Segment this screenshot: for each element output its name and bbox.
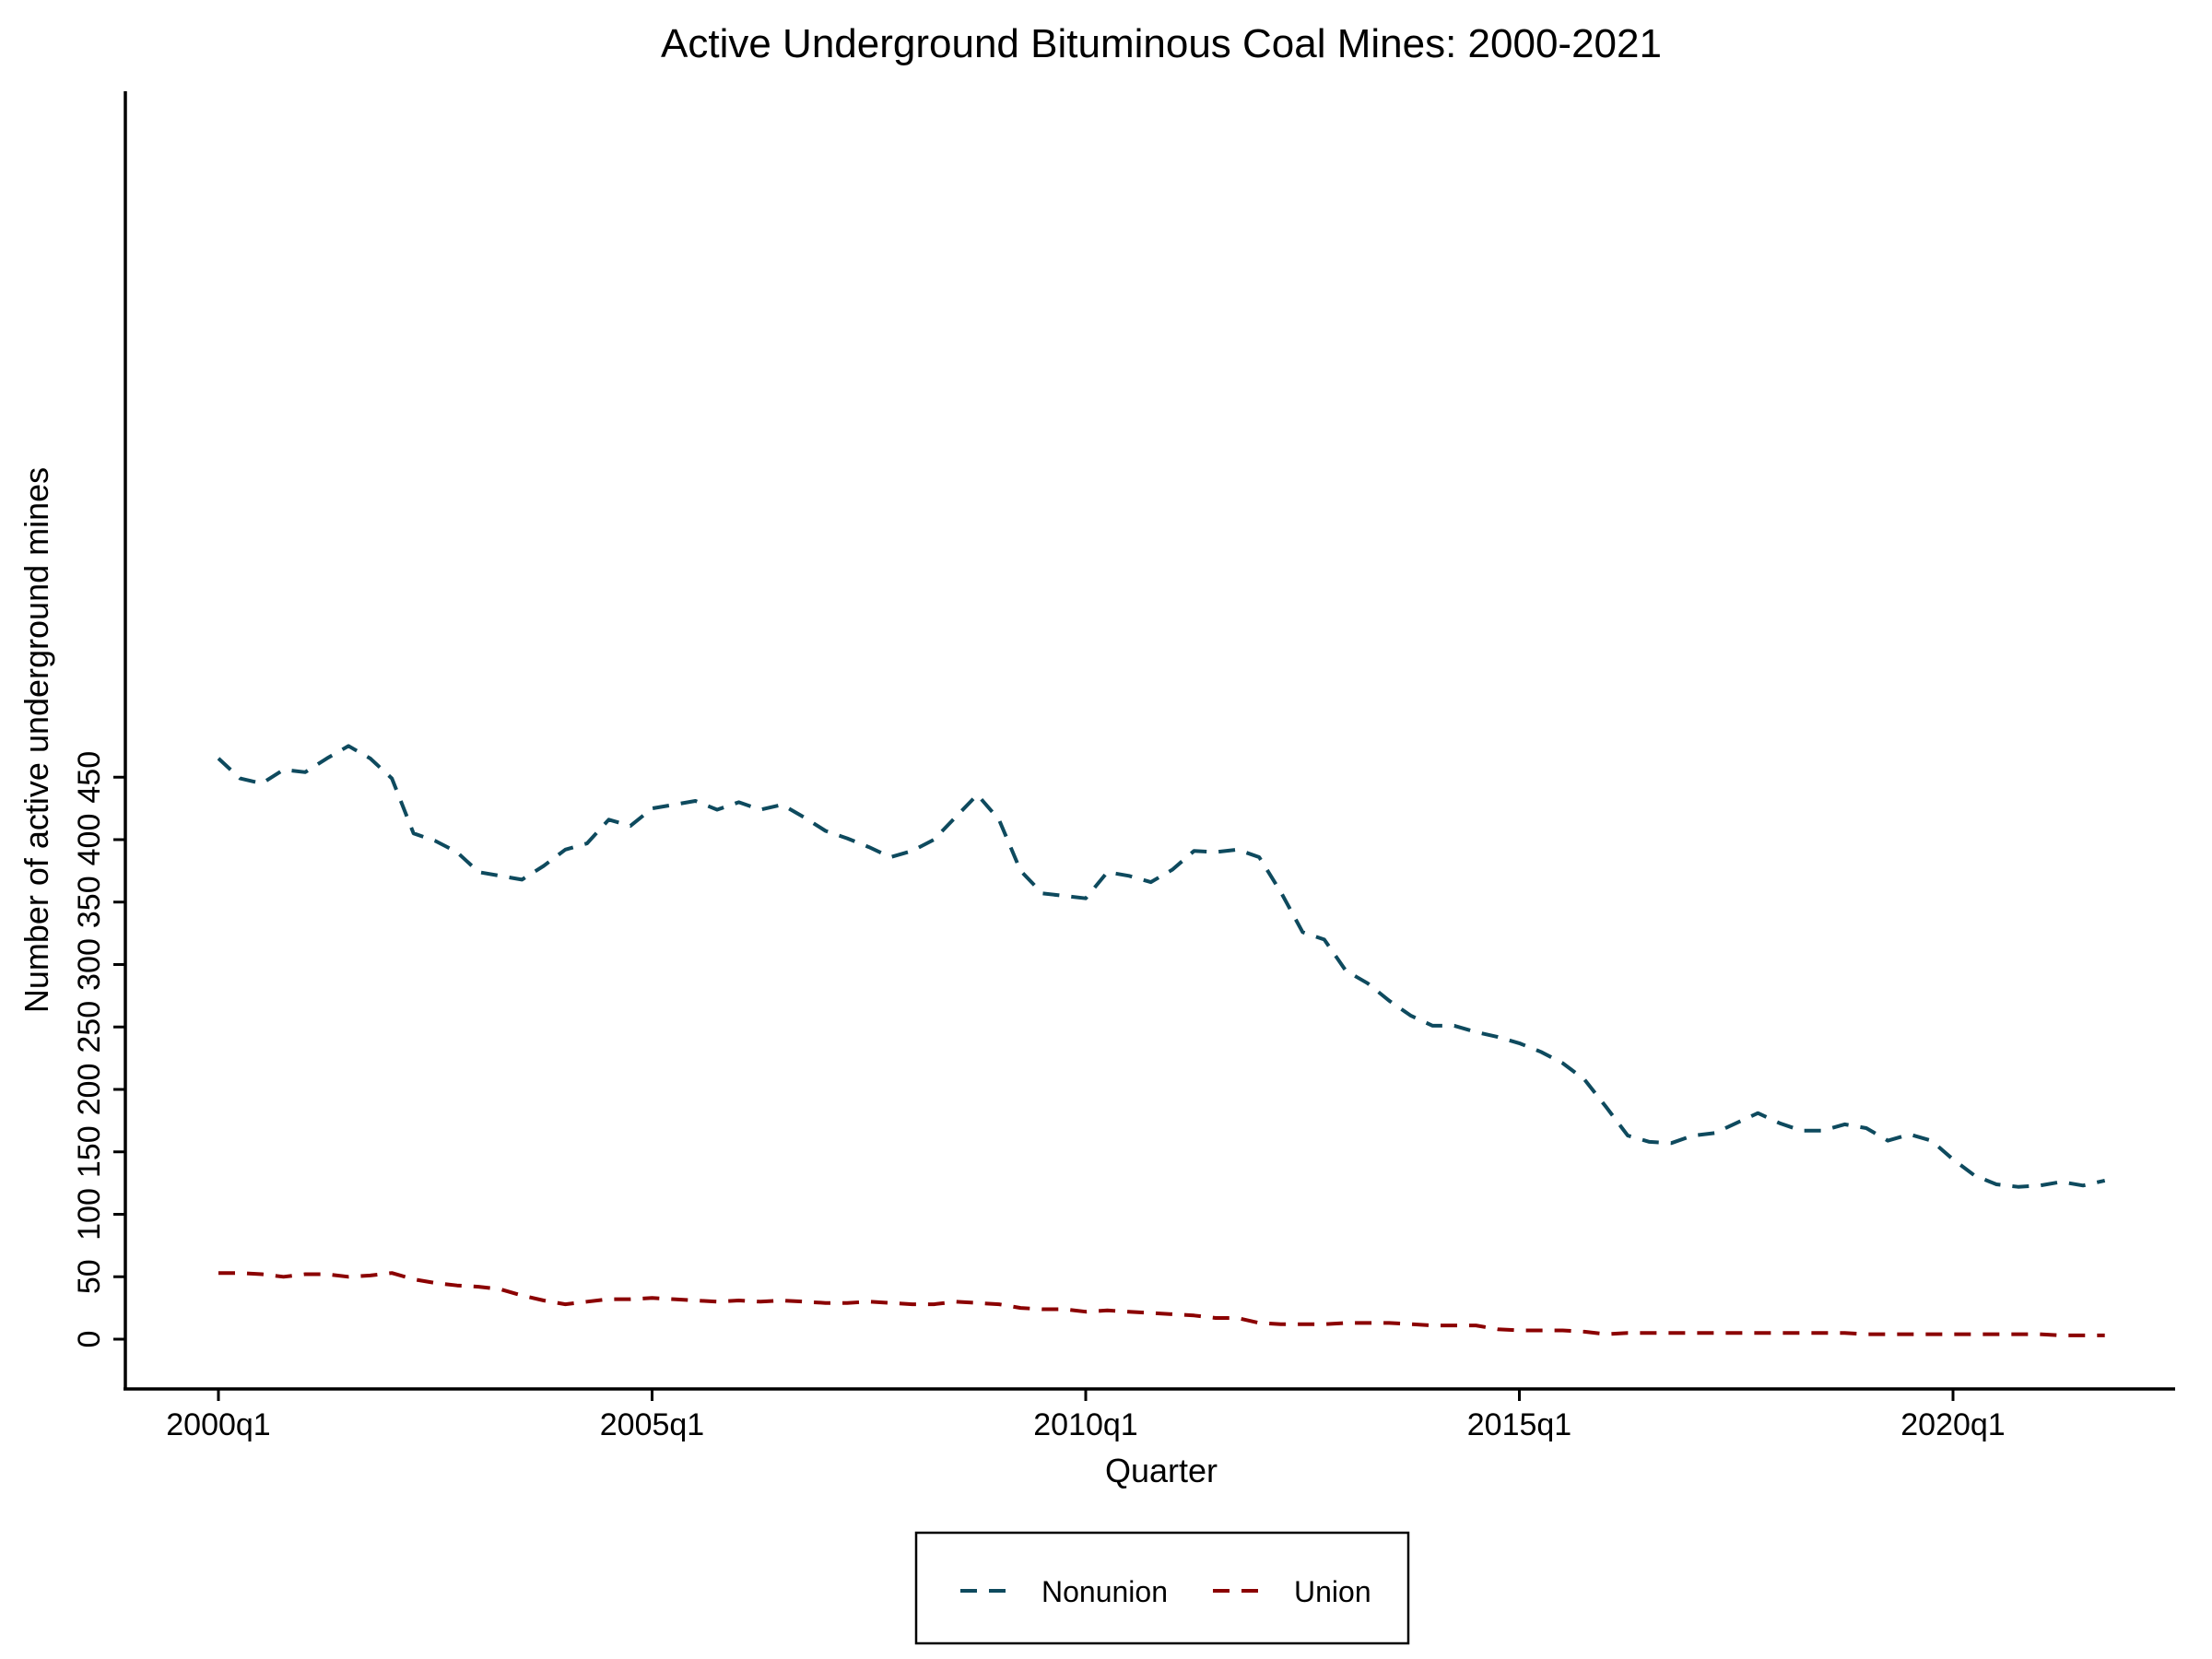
- y-tick-label: 0: [72, 1331, 107, 1348]
- x-axis-ticks: 2000q1 2005q1 2010q1 2015q1 2020q1: [166, 1389, 2006, 1442]
- x-axis-title: Quarter: [1105, 1452, 1218, 1489]
- y-tick-label: 200: [72, 1064, 107, 1116]
- y-tick-label: 400: [72, 814, 107, 866]
- y-axis-ticks: 0 50 100 150 200 250 300 350 400 450: [72, 751, 125, 1348]
- y-axis-title: Number of active underground mines: [18, 467, 55, 1013]
- y-tick-label: 450: [72, 751, 107, 804]
- y-tick-label: 250: [72, 1001, 107, 1053]
- x-tick-label: 2010q1: [1033, 1407, 1137, 1442]
- plot-area: 0 50 100 150 200 250 300 350 400 450 2000q1 2005q1…: [72, 91, 2175, 1442]
- legend-label-nonunion: Nonunion: [1041, 1575, 1168, 1608]
- x-tick-label: 2020q1: [1900, 1407, 2005, 1442]
- legend-box: [914, 1531, 1410, 1645]
- y-tick-label: 150: [72, 1125, 107, 1178]
- series-line-union: [218, 1271, 2105, 1337]
- y-tick-label: 350: [72, 876, 107, 928]
- y-tick-label: 100: [72, 1188, 107, 1241]
- x-tick-label: 2005q1: [600, 1407, 704, 1442]
- y-tick-label: 50: [72, 1259, 107, 1294]
- y-tick-label: 300: [72, 938, 107, 991]
- series-layer: [217, 744, 2106, 1337]
- x-tick-label: 2015q1: [1467, 1407, 1571, 1442]
- legend: Nonunion Union: [914, 1531, 1410, 1645]
- legend-label-union: Union: [1294, 1575, 1371, 1608]
- chart-title: Active Underground Bituminous Coal Mines…: [661, 21, 1662, 66]
- series-line-nonunion: [217, 744, 2106, 1189]
- x-tick-label: 2000q1: [166, 1407, 270, 1442]
